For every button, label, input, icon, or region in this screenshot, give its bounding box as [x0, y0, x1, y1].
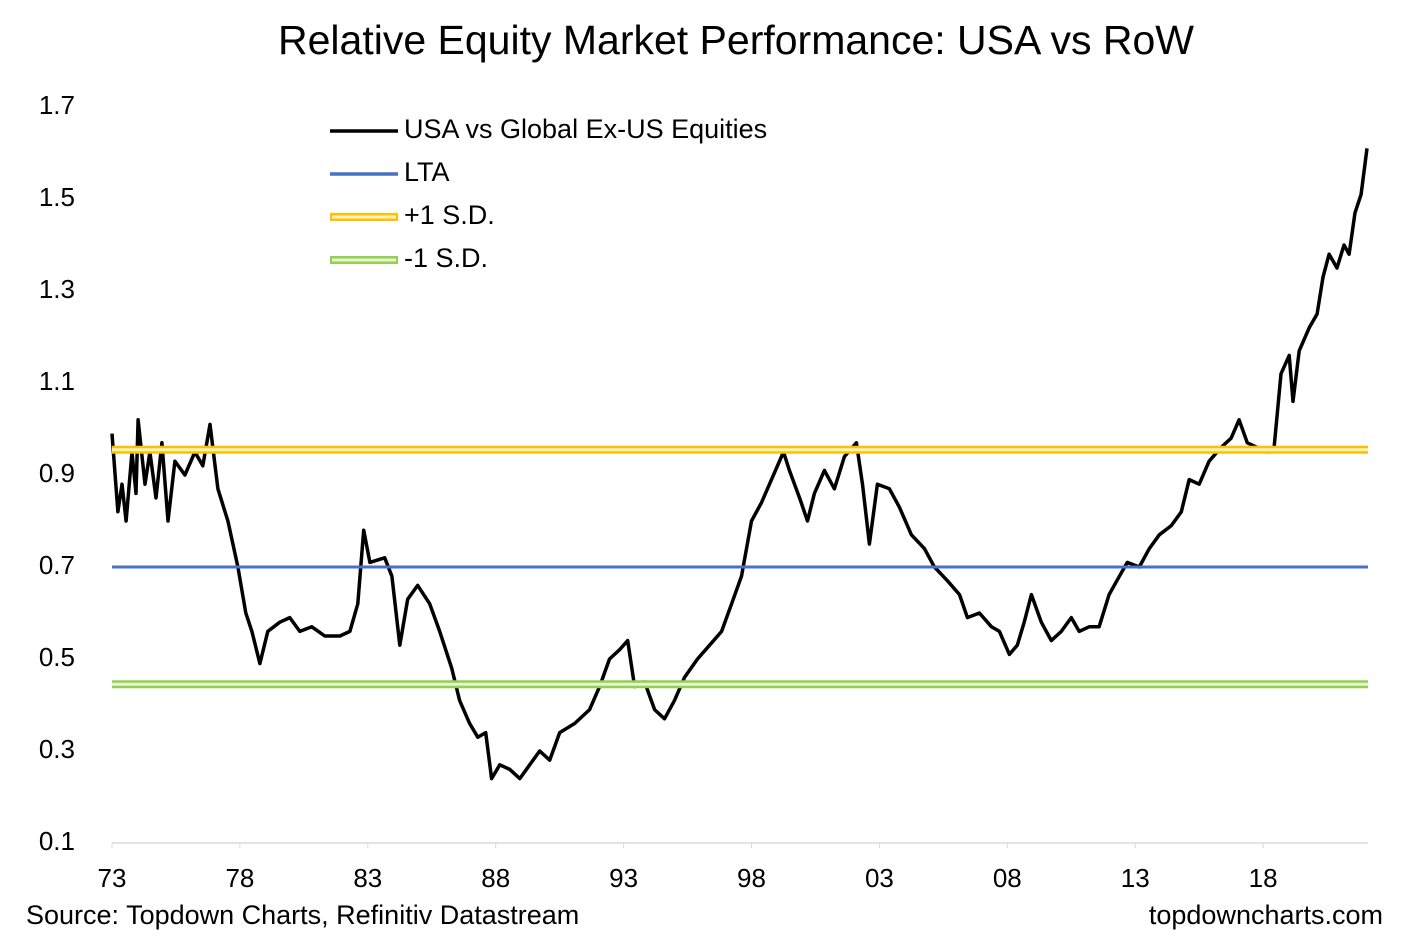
x-tick-label: 88	[481, 863, 510, 893]
y-tick-label: 0.7	[39, 550, 75, 580]
legend-label: LTA	[404, 157, 450, 187]
data-line	[110, 148, 1369, 781]
x-tick-label: 73	[98, 863, 127, 893]
x-tick-label: 98	[737, 863, 766, 893]
y-tick-label: 0.3	[39, 734, 75, 764]
legend-label: -1 S.D.	[404, 243, 488, 273]
y-tick-label: 0.9	[39, 458, 75, 488]
y-tick-label: 1.5	[39, 182, 75, 212]
x-tick-label: 03	[865, 863, 894, 893]
source-note: Source: Topdown Charts, Refinitiv Datast…	[26, 900, 579, 930]
x-tick-label: 13	[1121, 863, 1150, 893]
y-tick-label: 0.5	[39, 642, 75, 672]
legend-label: USA vs Global Ex-US Equities	[404, 114, 767, 144]
chart-title: Relative Equity Market Performance: USA …	[278, 17, 1194, 63]
watermark: topdowncharts.com	[1149, 900, 1383, 930]
x-tick-label: 18	[1249, 863, 1278, 893]
y-tick-label: 1.1	[39, 366, 75, 396]
y-tick-label: 1.7	[39, 90, 75, 120]
x-tick-label: 83	[353, 863, 382, 893]
x-tick-label: 78	[225, 863, 254, 893]
x-tick-label: 93	[609, 863, 638, 893]
y-tick-label: 1.3	[39, 274, 75, 304]
legend-label: +1 S.D.	[404, 200, 495, 230]
y-tick-label: 0.1	[39, 826, 75, 856]
x-tick-label: 08	[993, 863, 1022, 893]
